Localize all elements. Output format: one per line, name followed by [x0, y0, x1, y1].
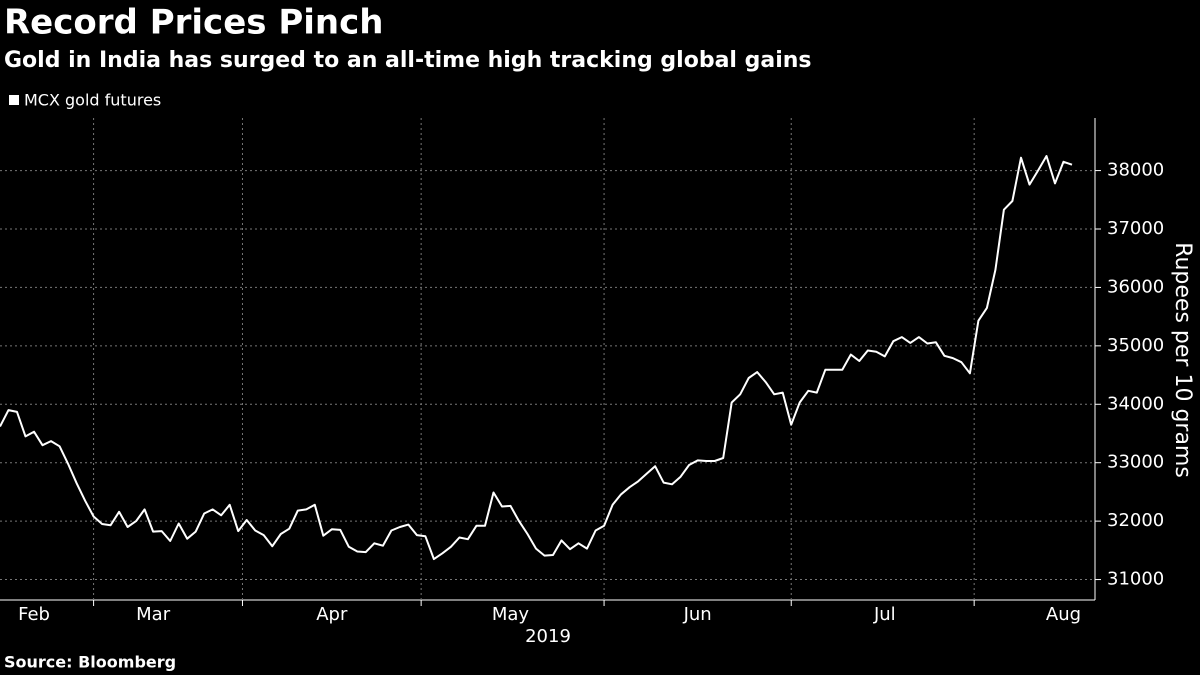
legend-label: MCX gold futures — [24, 91, 161, 110]
x-tick-label: Feb — [18, 604, 50, 625]
x-tick-label: May — [492, 604, 530, 625]
legend-swatch — [9, 95, 19, 105]
chart-title: Record Prices Pinch — [4, 3, 383, 43]
x-tick-label: Mar — [136, 604, 171, 625]
y-tick-label: 32000 — [1107, 510, 1164, 531]
y-tick-label: 33000 — [1107, 452, 1164, 473]
y-tick-label: 31000 — [1107, 569, 1164, 590]
x-axis-label: 2019 — [525, 626, 571, 647]
series-line — [0, 155, 1073, 561]
chart-subtitle: Gold in India has surged to an all-time … — [4, 48, 812, 73]
x-tick-label: Jun — [683, 604, 712, 625]
y-tick-label: 35000 — [1107, 335, 1164, 356]
x-tick-label: Jul — [873, 604, 896, 625]
y-axis-label: Rupees per 10 grams — [1170, 242, 1195, 478]
y-tick-label: 34000 — [1107, 393, 1164, 414]
y-tick-label: 36000 — [1107, 276, 1164, 297]
source: Source: Bloomberg — [4, 653, 176, 672]
y-tick-label: 38000 — [1107, 160, 1164, 181]
y-tick-label: 37000 — [1107, 218, 1164, 239]
x-tick-label: Aug — [1046, 604, 1081, 625]
x-tick-label: Apr — [316, 604, 348, 625]
